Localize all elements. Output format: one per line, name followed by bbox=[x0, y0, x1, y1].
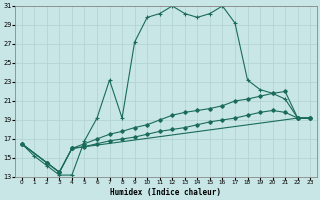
X-axis label: Humidex (Indice chaleur): Humidex (Indice chaleur) bbox=[110, 188, 221, 197]
